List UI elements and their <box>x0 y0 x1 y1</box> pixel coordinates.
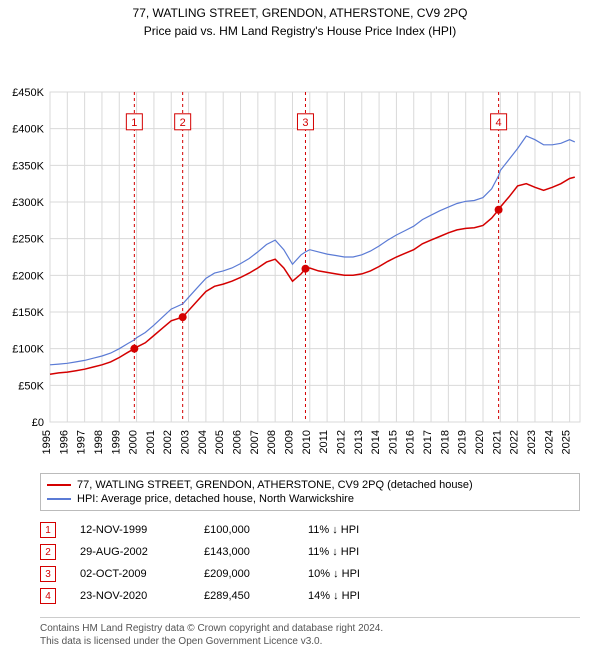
svg-text:2013: 2013 <box>353 430 365 454</box>
legend-item: HPI: Average price, detached house, Nort… <box>47 492 573 506</box>
svg-text:2024: 2024 <box>543 430 555 454</box>
legend-item: 77, WATLING STREET, GRENDON, ATHERSTONE,… <box>47 478 573 492</box>
transaction-diff: 11% ↓ HPI <box>308 546 359 558</box>
svg-text:2007: 2007 <box>249 430 261 454</box>
svg-text:2014: 2014 <box>370 430 382 454</box>
svg-text:£250K: £250K <box>12 234 44 246</box>
svg-text:1997: 1997 <box>76 430 88 454</box>
legend-label: 77, WATLING STREET, GRENDON, ATHERSTONE,… <box>77 479 473 491</box>
transaction-date: 23-NOV-2020 <box>80 590 180 602</box>
transaction-row: 4 23-NOV-2020 £289,450 14% ↓ HPI <box>40 585 580 607</box>
transaction-marker-icon: 4 <box>40 588 56 604</box>
transaction-diff: 10% ↓ HPI <box>308 568 360 580</box>
svg-text:2002: 2002 <box>162 430 174 454</box>
svg-text:2004: 2004 <box>197 430 209 454</box>
svg-text:1998: 1998 <box>93 430 105 454</box>
legend-swatch <box>47 484 71 486</box>
svg-text:2006: 2006 <box>232 430 244 454</box>
svg-text:2005: 2005 <box>214 430 226 454</box>
transaction-diff: 11% ↓ HPI <box>308 524 359 536</box>
transaction-marker-icon: 3 <box>40 566 56 582</box>
transaction-date: 02-OCT-2009 <box>80 568 180 580</box>
svg-text:£200K: £200K <box>12 270 44 282</box>
footer-line-2: This data is licensed under the Open Gov… <box>40 635 580 648</box>
svg-text:2020: 2020 <box>474 430 486 454</box>
chart-container: 77, WATLING STREET, GRENDON, ATHERSTONE,… <box>0 0 600 648</box>
svg-text:£300K: £300K <box>12 197 44 209</box>
legend: 77, WATLING STREET, GRENDON, ATHERSTONE,… <box>40 473 580 511</box>
svg-text:£0: £0 <box>32 417 44 429</box>
legend-swatch <box>47 498 71 500</box>
svg-text:2: 2 <box>180 117 186 129</box>
svg-text:2022: 2022 <box>509 430 521 454</box>
transaction-row: 3 02-OCT-2009 £209,000 10% ↓ HPI <box>40 563 580 585</box>
transaction-price: £100,000 <box>204 524 284 536</box>
transaction-marker-icon: 2 <box>40 544 56 560</box>
svg-text:£450K: £450K <box>12 87 44 99</box>
legend-label: HPI: Average price, detached house, Nort… <box>77 493 354 505</box>
chart-title-sub: Price paid vs. HM Land Registry's House … <box>0 20 600 42</box>
chart-title-address: 77, WATLING STREET, GRENDON, ATHERSTONE,… <box>0 6 600 20</box>
footer-attribution: Contains HM Land Registry data © Crown c… <box>40 617 580 648</box>
transactions-table: 1 12-NOV-1999 £100,000 11% ↓ HPI 2 29-AUG-200… <box>40 519 580 607</box>
transaction-row: 1 12-NOV-1999 £100,000 11% ↓ HPI <box>40 519 580 541</box>
svg-text:2012: 2012 <box>335 430 347 454</box>
svg-text:2019: 2019 <box>457 430 469 454</box>
svg-text:1: 1 <box>131 117 137 129</box>
footer-line-1: Contains HM Land Registry data © Crown c… <box>40 622 580 635</box>
transaction-date: 29-AUG-2002 <box>80 546 180 558</box>
svg-text:2023: 2023 <box>526 430 538 454</box>
transaction-marker-icon: 1 <box>40 522 56 538</box>
svg-text:£150K: £150K <box>12 307 44 319</box>
svg-text:2025: 2025 <box>561 430 573 454</box>
svg-text:£350K: £350K <box>12 160 44 172</box>
svg-text:2011: 2011 <box>318 430 330 454</box>
transaction-diff: 14% ↓ HPI <box>308 590 360 602</box>
svg-text:£400K: £400K <box>12 124 44 136</box>
svg-text:£50K: £50K <box>18 380 44 392</box>
svg-text:1995: 1995 <box>41 430 53 454</box>
svg-text:2009: 2009 <box>283 430 295 454</box>
svg-text:2021: 2021 <box>491 430 503 454</box>
transaction-row: 2 29-AUG-2002 £143,000 11% ↓ HPI <box>40 541 580 563</box>
line-chart: £0 £50K £100K £150K £200K £250K £300K £350K £400… <box>0 42 600 467</box>
svg-text:1999: 1999 <box>110 430 122 454</box>
svg-text:2017: 2017 <box>422 430 434 454</box>
svg-text:3: 3 <box>302 117 308 129</box>
svg-text:2010: 2010 <box>301 430 313 454</box>
svg-text:2008: 2008 <box>266 430 278 454</box>
svg-text:4: 4 <box>496 117 502 129</box>
svg-text:2003: 2003 <box>180 430 192 454</box>
svg-text:£100K: £100K <box>12 344 44 356</box>
svg-text:2000: 2000 <box>128 430 140 454</box>
svg-text:2015: 2015 <box>387 430 399 454</box>
transaction-price: £209,000 <box>204 568 284 580</box>
svg-text:2001: 2001 <box>145 430 157 454</box>
svg-text:2016: 2016 <box>405 430 417 454</box>
transaction-price: £289,450 <box>204 590 284 602</box>
transaction-date: 12-NOV-1999 <box>80 524 180 536</box>
svg-text:2018: 2018 <box>439 430 451 454</box>
transaction-price: £143,000 <box>204 546 284 558</box>
svg-text:1996: 1996 <box>58 430 70 454</box>
